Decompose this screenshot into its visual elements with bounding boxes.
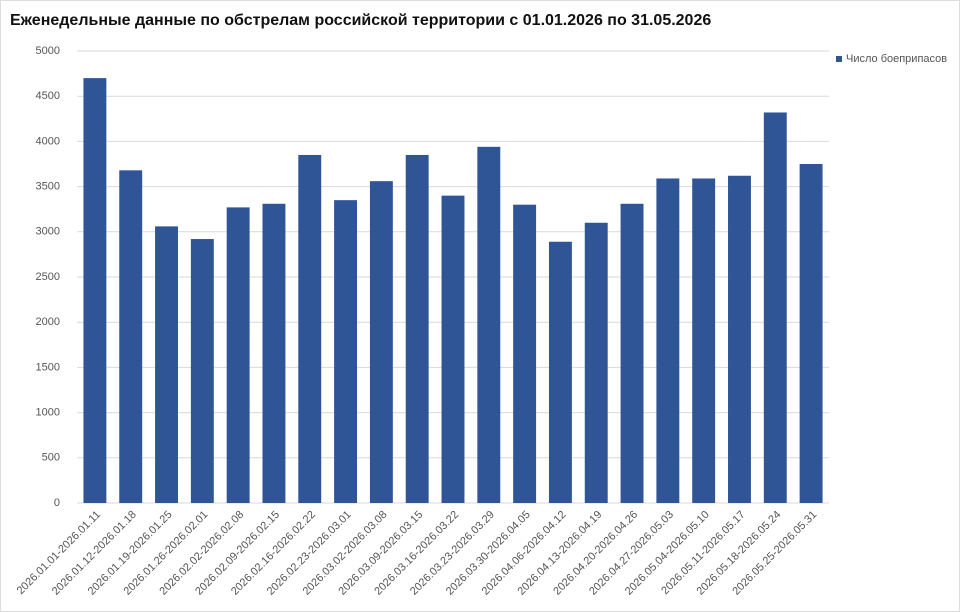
- bar: [83, 78, 107, 504]
- y-tick-label: 3000: [36, 226, 60, 238]
- y-tick-label: 3500: [36, 181, 60, 193]
- y-tick-label: 1500: [36, 361, 60, 373]
- bar: [298, 154, 322, 503]
- bar: [584, 222, 608, 503]
- legend-label: Число боеприпасов: [846, 53, 947, 65]
- y-tick-label: 2500: [36, 271, 60, 283]
- chart-title: Еженедельные данные по обстрелам российс…: [10, 12, 711, 29]
- bar: [226, 207, 250, 503]
- bar: [190, 239, 214, 504]
- bar: [763, 112, 787, 504]
- bar: [155, 226, 178, 503]
- y-tick-label: 2000: [36, 316, 60, 328]
- bar: [441, 195, 465, 503]
- y-tick-label: 4500: [36, 90, 60, 102]
- y-tick-label: 4000: [36, 135, 60, 147]
- bar: [799, 164, 823, 503]
- bar: [692, 178, 716, 504]
- bar: [477, 146, 501, 503]
- bar: [548, 241, 572, 503]
- bar: [656, 178, 680, 504]
- bar: [728, 175, 751, 503]
- bar: [369, 181, 393, 503]
- bar: [119, 170, 143, 503]
- y-tick-label: 1000: [36, 407, 60, 419]
- bar: [513, 204, 537, 503]
- legend-swatch: [836, 56, 842, 62]
- bar: [620, 203, 644, 503]
- bar: [405, 154, 429, 503]
- y-tick-label: 5000: [36, 45, 60, 57]
- y-tick-label: 0: [54, 497, 60, 509]
- y-tick-label: 500: [42, 452, 60, 464]
- bar: [334, 200, 358, 503]
- bar: [262, 203, 286, 503]
